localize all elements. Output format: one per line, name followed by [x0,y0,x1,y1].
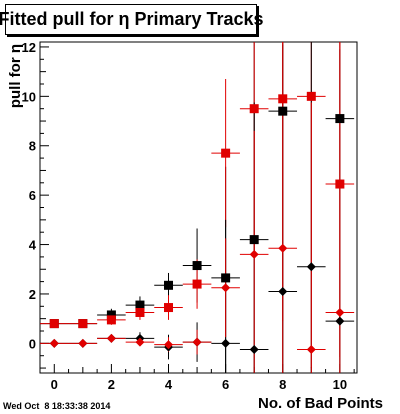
chart-title: Fitted pull for η Primary Tracks [0,9,264,29]
data-point-diamond [106,333,116,343]
y-tick-label: 2 [29,287,36,302]
x-tick-label: 0 [51,377,58,392]
x-tick-label: 4 [165,377,173,392]
data-point-square [278,94,288,104]
data-point-square [164,303,174,313]
x-tick-label: 10 [333,377,347,392]
data-point-diamond [221,283,231,293]
data-point-square [221,273,231,283]
data-point-diamond [278,243,288,253]
y-axis-label: pull for η [7,44,24,108]
data-point-diamond [164,340,174,350]
y-tick-label: 4 [29,238,37,253]
data-point-square [221,148,231,158]
data-point-square [49,319,59,329]
data-point-square [106,310,116,320]
chart-title-box: Fitted pull for η Primary Tracks [0,4,264,35]
data-point-square [278,106,288,116]
data-point-square [249,235,259,245]
timestamp: Wed Oct 8 18:33:38 2014 [3,401,110,411]
y-tick-label: 10 [22,89,36,104]
data-point-square [192,279,202,289]
data-point-diamond [221,338,231,348]
data-point-square [135,300,145,310]
data-point-square [78,319,88,329]
data-point-diamond [249,345,259,355]
data-point-square [192,261,202,271]
data-point-diamond [278,286,288,296]
y-tick-label: 0 [29,336,36,351]
data-point-square [135,307,145,317]
y-tick-label: 12 [22,40,36,55]
data-point-square [106,315,116,325]
y-tick-label: 6 [29,188,36,203]
data-point-diamond [335,307,345,317]
y-tick-label: 8 [29,139,36,154]
data-point-diamond [306,262,316,272]
x-tick-label: 2 [108,377,115,392]
data-point-square [249,104,259,114]
x-axis-label: No. of Bad Points [258,395,383,412]
data-point-diamond [249,249,259,259]
data-point-diamond [192,337,202,347]
data-point-diamond [49,338,59,348]
data-point-diamond [135,337,145,347]
data-point-diamond [335,316,345,326]
data-point-square [306,91,316,101]
data-point-square [164,280,174,290]
data-point-square [335,179,345,189]
data-point-diamond [306,345,316,355]
data-point-diamond [78,338,88,348]
data-point-square [335,114,345,124]
x-tick-label: 6 [222,377,229,392]
x-tick-label: 8 [279,377,286,392]
